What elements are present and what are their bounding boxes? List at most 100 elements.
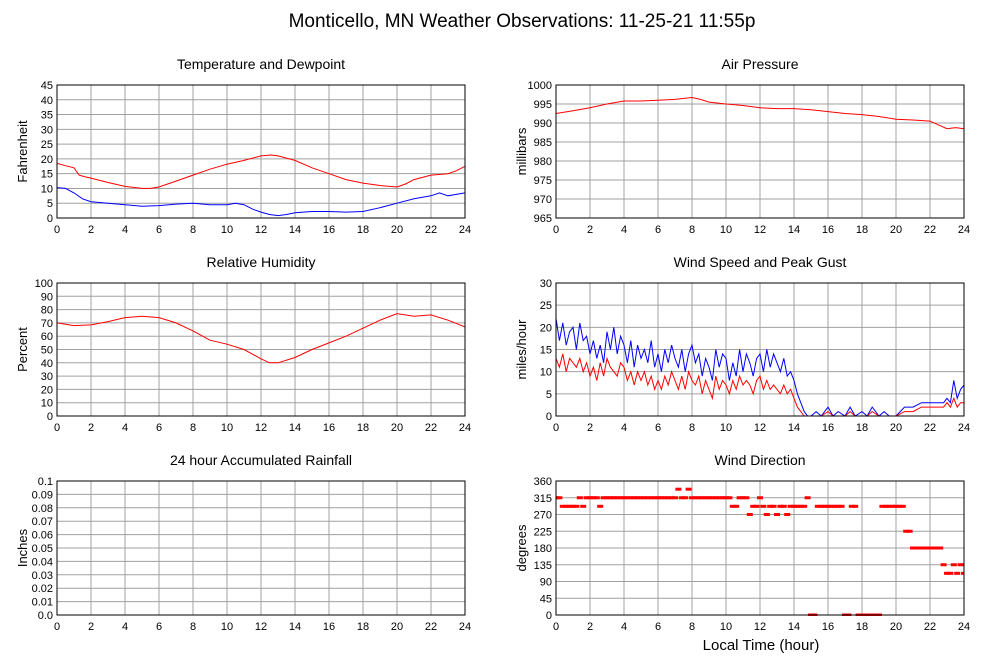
data-point xyxy=(933,546,940,550)
x-tick-label: 24 xyxy=(459,224,471,236)
x-tick-label: 22 xyxy=(924,224,936,236)
y-tick-label: 25 xyxy=(41,139,53,151)
y-tick-label: 0.08 xyxy=(32,503,53,515)
plot-frame xyxy=(56,480,466,616)
y-tick-label: 0.07 xyxy=(32,516,53,528)
data-point xyxy=(559,504,566,508)
data-point xyxy=(638,496,644,500)
data-point xyxy=(753,504,760,508)
x-tick-label: 8 xyxy=(190,224,196,236)
data-point xyxy=(682,496,689,500)
chart-pressure: 0 2 4 6 8 10 12 14 16 18 20 22 249659709759809859909… xyxy=(514,56,970,236)
x-tick-label: 16 xyxy=(822,621,834,633)
data-point xyxy=(604,496,610,500)
plot-frame xyxy=(555,480,965,616)
y-tick-label: 360 xyxy=(534,476,552,488)
data-point xyxy=(903,529,910,533)
charts-group: 0 2 4 6 8 10 12 14 16 18 20 22 24051015202530354045T… xyxy=(15,56,970,633)
y-tick-label: 0 xyxy=(47,213,53,225)
x-tick-label: 14 xyxy=(788,621,800,633)
data-point xyxy=(736,496,743,500)
y-tick-label: 35 xyxy=(41,110,53,122)
data-point xyxy=(821,504,828,508)
data-point xyxy=(685,487,692,491)
y-tick-label: 20 xyxy=(41,154,53,166)
series-group xyxy=(57,154,465,217)
data-point xyxy=(947,571,954,575)
x-tick-label: 4 xyxy=(122,422,128,434)
data-point xyxy=(699,496,706,500)
x-tick-label: 6 xyxy=(655,422,661,434)
x-tick-label: 24 xyxy=(958,224,970,236)
data-point xyxy=(644,496,651,500)
data-point xyxy=(583,496,590,500)
data-point xyxy=(597,504,604,508)
y-tick-label: 80 xyxy=(41,305,53,317)
data-point xyxy=(774,513,780,516)
data-point xyxy=(607,496,614,500)
x-tick-label: 12 xyxy=(255,422,267,434)
data-point xyxy=(757,496,763,500)
data-point xyxy=(610,496,617,500)
data-point xyxy=(950,563,957,567)
x-tick-label: 0 xyxy=(553,224,559,236)
data-point xyxy=(801,504,808,508)
x-tick-label: 14 xyxy=(289,224,301,236)
y-tick-label: 180 xyxy=(534,543,552,555)
y-tick-label: 1000 xyxy=(528,80,552,92)
data-point xyxy=(780,504,787,508)
series-line-1 xyxy=(556,318,964,417)
y-tick-label: 965 xyxy=(534,213,552,225)
series-line-1 xyxy=(556,96,964,130)
chart-temp: 0 2 4 6 8 10 12 14 16 18 20 22 24051015202530354045T… xyxy=(15,56,471,236)
x-tick-label: 6 xyxy=(655,621,661,633)
y-tick-label: 90 xyxy=(540,577,552,589)
data-point xyxy=(689,496,695,500)
data-point xyxy=(672,496,678,500)
x-tick-label: 22 xyxy=(924,422,936,434)
plot-frame xyxy=(555,84,965,219)
data-point xyxy=(957,563,964,567)
y-tick-label: 985 xyxy=(534,137,552,149)
plot-frame xyxy=(56,282,466,417)
data-point xyxy=(831,504,838,508)
data-point xyxy=(631,496,638,500)
x-tick-label: 12 xyxy=(754,224,766,236)
x-tick-label: 14 xyxy=(289,422,301,434)
chart-humidity: 0 2 4 6 8 10 12 14 16 18 20 22 240102030405060708090… xyxy=(15,254,471,434)
plot-frame xyxy=(555,282,965,417)
x-tick-label: 2 xyxy=(88,224,94,236)
series-line-2 xyxy=(57,187,465,217)
data-point xyxy=(784,513,791,516)
y-tick-label: 0.01 xyxy=(32,597,53,609)
series-line-2 xyxy=(556,353,964,417)
chart-title: 24 hour Accumulated Rainfall xyxy=(170,452,352,468)
y-tick-label: 0 xyxy=(546,411,552,423)
data-point xyxy=(961,571,964,575)
y-tick-label: 0.04 xyxy=(32,556,53,568)
y-tick-label: 30 xyxy=(41,371,53,383)
chart-title: Relative Humidity xyxy=(207,254,316,270)
y-tick-label: 15 xyxy=(41,169,53,181)
y-tick-label: 0.09 xyxy=(32,489,53,501)
x-tick-label: 8 xyxy=(689,422,695,434)
y-tick-label: 90 xyxy=(41,291,53,303)
x-tick-label: 22 xyxy=(425,422,437,434)
x-tick-label: 4 xyxy=(621,422,627,434)
chart-rain: 0 2 4 6 8 10 12 14 16 18 20 22 240.00.010.020.030.04… xyxy=(15,452,471,633)
y-tick-label: 45 xyxy=(540,593,552,605)
data-point xyxy=(712,496,719,500)
data-point xyxy=(634,496,641,500)
x-tick-label: 22 xyxy=(425,224,437,236)
y-tick-label: 970 xyxy=(534,194,552,206)
y-axis-label: Percent xyxy=(15,327,30,372)
y-axis-label: Inches xyxy=(15,528,30,567)
data-point xyxy=(760,504,767,508)
data-point xyxy=(651,496,658,500)
plot-frame xyxy=(56,84,466,219)
data-point xyxy=(930,546,937,550)
data-point xyxy=(556,496,563,500)
x-tick-label: 18 xyxy=(856,224,868,236)
data-point xyxy=(706,496,712,500)
